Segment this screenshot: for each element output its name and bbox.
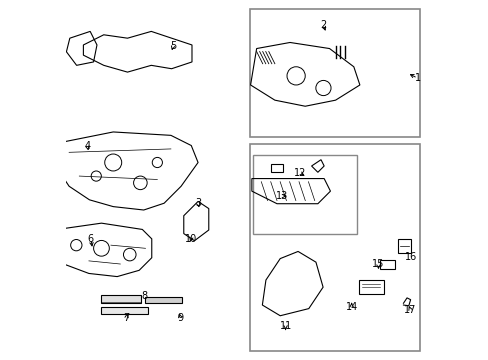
FancyBboxPatch shape [144,297,182,303]
Text: 15: 15 [371,259,384,269]
Text: 3: 3 [195,198,201,208]
Text: 4: 4 [84,141,90,151]
Text: 12: 12 [293,168,305,178]
Text: 14: 14 [345,302,357,312]
Text: 7: 7 [123,312,129,323]
Text: 1: 1 [414,73,420,83]
Text: 8: 8 [141,291,147,301]
Text: 13: 13 [275,191,287,201]
Bar [249,144,419,351]
Bar [249,9,419,137]
Text: 5: 5 [170,41,176,51]
Text: 10: 10 [184,234,197,244]
Text: 17: 17 [404,305,416,315]
Text: 11: 11 [279,321,291,332]
Text: 2: 2 [319,19,325,30]
FancyBboxPatch shape [101,295,141,303]
Text: 9: 9 [177,312,183,323]
FancyBboxPatch shape [101,307,148,314]
Bar [253,155,356,234]
Text: 16: 16 [404,252,416,262]
Text: 6: 6 [88,234,94,244]
